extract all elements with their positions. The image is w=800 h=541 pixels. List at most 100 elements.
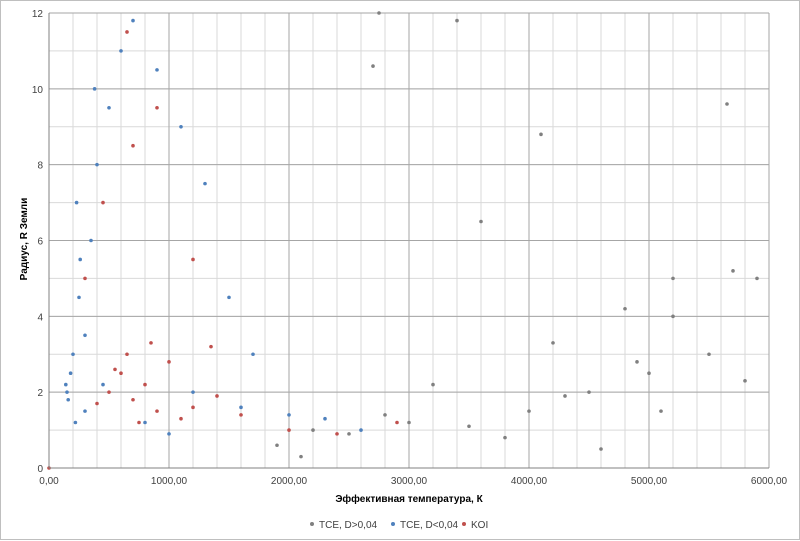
data-point-series-1 (68, 371, 73, 376)
data-point-series-2 (125, 30, 129, 34)
data-point-series-0 (503, 435, 507, 440)
data-point-series-1 (227, 295, 231, 300)
data-point-series-1 (143, 420, 147, 425)
tick-labels: 0,00 1000,00 2000,00 3000,00 4000,00 5000,00 6… (32, 9, 788, 487)
data-point-series-0 (647, 371, 651, 376)
data-point-series-2 (137, 420, 141, 425)
legend-label-tce-low: TCE, D<0,04 (400, 520, 459, 531)
y-tick-label: 0 (37, 464, 43, 475)
data-point-series-2 (167, 360, 171, 364)
legend-marker-tce-high (310, 522, 314, 526)
data-point-series-1 (119, 49, 123, 53)
x-tick-label: 4000,00 (511, 476, 548, 487)
data-points (47, 11, 759, 470)
data-point-series-1 (203, 181, 207, 186)
data-point-series-0 (551, 341, 555, 345)
data-point-series-2 (101, 200, 105, 205)
data-point-series-1 (89, 238, 93, 243)
data-point-series-1 (107, 105, 111, 110)
legend-marker-koi (462, 522, 466, 526)
major-gridlines (48, 12, 770, 469)
data-point-series-0 (311, 428, 315, 432)
axes (48, 13, 769, 469)
y-tick-label: 4 (37, 312, 43, 323)
data-point-series-2 (335, 432, 339, 436)
data-point-series-2 (155, 105, 159, 110)
data-point-series-1 (65, 390, 69, 394)
data-point-series-1 (73, 420, 78, 425)
data-point-series-0 (587, 390, 591, 394)
legend-item-tce-high: TCE, D>0,04 (310, 520, 378, 531)
data-point-series-0 (731, 269, 735, 273)
data-point-series-0 (377, 11, 381, 15)
legend-label-tce-high: TCE, D>0,04 (319, 520, 378, 531)
data-point-series-1 (155, 68, 159, 72)
data-point-series-1 (83, 333, 87, 338)
data-point-series-0 (623, 306, 627, 311)
data-point-series-2 (209, 344, 213, 349)
x-tick-label: 1000,00 (151, 476, 188, 487)
data-point-series-1 (287, 413, 291, 417)
data-point-series-1 (92, 87, 97, 91)
data-point-series-2 (191, 405, 195, 410)
data-point-series-0 (467, 424, 471, 429)
data-point-series-0 (659, 409, 663, 413)
data-point-series-0 (479, 219, 483, 224)
y-axis-title: Радиус, R Земли (19, 198, 30, 281)
data-point-series-1 (239, 405, 243, 410)
legend-marker-tce-low (391, 522, 395, 526)
data-point-series-2 (113, 367, 117, 372)
data-point-series-2 (143, 382, 147, 387)
data-point-series-1 (74, 200, 79, 205)
data-point-series-2 (395, 420, 399, 425)
y-tick-label: 8 (37, 161, 43, 172)
data-point-series-0 (383, 413, 387, 417)
data-point-series-1 (251, 352, 255, 357)
data-point-series-2 (215, 394, 219, 398)
data-point-series-1 (78, 257, 82, 262)
data-point-series-0 (539, 132, 543, 137)
data-point-series-1 (101, 382, 105, 387)
data-point-series-2 (191, 257, 195, 262)
data-point-series-1 (191, 390, 195, 394)
data-point-series-0 (599, 447, 603, 451)
data-point-series-1 (131, 18, 135, 23)
data-point-series-2 (95, 401, 99, 406)
y-tick-label: 10 (32, 85, 44, 96)
data-point-series-0 (563, 394, 567, 398)
data-point-series-2 (155, 409, 159, 413)
y-tick-label: 12 (32, 9, 44, 20)
data-point-series-2 (239, 413, 243, 417)
data-point-series-0 (275, 443, 279, 448)
legend-item-koi: KOI (462, 520, 488, 531)
data-point-series-0 (299, 454, 303, 459)
y-tick-label: 6 (37, 237, 43, 248)
data-point-series-0 (671, 314, 675, 319)
x-tick-label: 5000,00 (631, 476, 668, 487)
legend-item-tce-low: TCE, D<0,04 (391, 520, 459, 531)
data-point-series-2 (131, 397, 135, 402)
legend-label-koi: KOI (471, 520, 488, 531)
data-point-series-1 (64, 382, 68, 387)
y-tick-label: 2 (37, 388, 43, 399)
data-point-series-1 (77, 295, 81, 300)
data-point-series-2 (179, 416, 183, 421)
data-point-series-1 (179, 124, 183, 129)
data-point-series-2 (149, 341, 153, 345)
x-tick-label: 0,00 (39, 476, 59, 487)
data-point-series-2 (83, 276, 87, 281)
data-point-series-2 (125, 352, 129, 357)
data-point-series-0 (707, 352, 711, 357)
data-point-series-1 (71, 352, 75, 357)
x-tick-label: 3000,00 (391, 476, 428, 487)
data-point-series-2 (287, 428, 291, 432)
data-point-series-1 (359, 428, 363, 432)
data-point-series-1 (167, 432, 171, 436)
data-point-series-2 (119, 371, 123, 376)
legend: TCE, D>0,04 TCE, D<0,04 KOI (310, 520, 488, 531)
data-point-series-0 (347, 432, 351, 436)
data-point-series-0 (635, 360, 639, 364)
data-point-series-0 (527, 409, 531, 413)
